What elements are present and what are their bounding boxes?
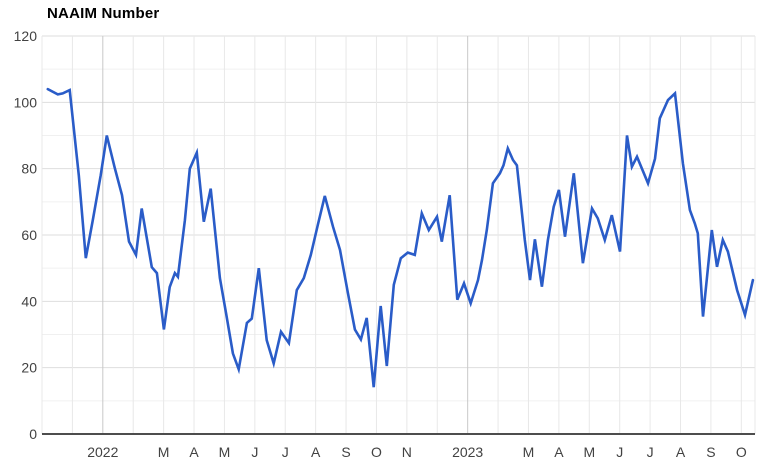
- x-tick-label: M: [523, 444, 535, 460]
- y-tick-label: 40: [21, 293, 37, 309]
- x-tick-label: M: [158, 444, 170, 460]
- chart-title: NAAIM Number: [47, 5, 160, 22]
- x-tick-label: J: [282, 444, 289, 460]
- x-tick-label: 2022: [87, 444, 118, 460]
- x-tick-label: S: [341, 444, 350, 460]
- axis-labels: 0 20 40 60 80 100 120 2022 M A M J J A S O N 2023 M A M J J A S O: [14, 28, 747, 460]
- y-tick-label: 80: [21, 161, 37, 177]
- x-tick-label: O: [736, 444, 747, 460]
- x-tick-label: A: [676, 444, 686, 460]
- gridlines: [41, 35, 756, 434]
- x-tick-label: A: [554, 444, 564, 460]
- x-tick-label: O: [371, 444, 382, 460]
- y-tick-label: 100: [14, 94, 38, 110]
- x-tick-label: A: [189, 444, 199, 460]
- x-tick-label: J: [647, 444, 654, 460]
- x-tick-label: J: [251, 444, 258, 460]
- y-tick-label: 0: [29, 426, 37, 442]
- y-tick-label: 60: [21, 227, 37, 243]
- y-tick-label: 120: [14, 28, 38, 44]
- x-tick-label: M: [219, 444, 231, 460]
- x-tick-label: M: [583, 444, 595, 460]
- naaim-series-line: [46, 87, 755, 388]
- y-tick-label: 20: [21, 360, 37, 376]
- x-tick-label: S: [706, 444, 715, 460]
- x-tick-label: A: [311, 444, 321, 460]
- x-tick-label: 2023: [452, 444, 483, 460]
- series: [46, 87, 755, 388]
- x-tick-label: J: [616, 444, 623, 460]
- x-tick-label: N: [402, 444, 412, 460]
